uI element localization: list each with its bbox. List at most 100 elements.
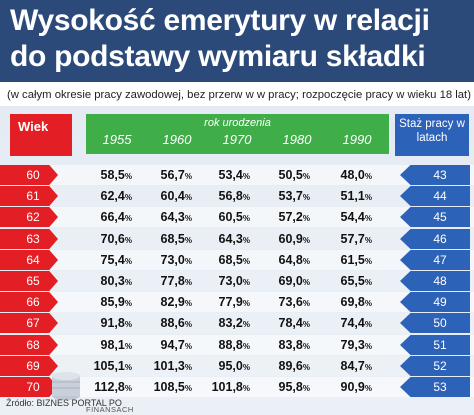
- percent-unit: %: [242, 384, 250, 393]
- percent-unit: %: [124, 257, 132, 266]
- table-row: [0, 271, 474, 291]
- percent-unit: %: [242, 299, 250, 308]
- year-label-1955: 1955: [102, 132, 132, 147]
- age-tag: [0, 271, 58, 291]
- header-staz: Staż pracy w latach: [395, 114, 469, 156]
- value-cell: 65,5%: [340, 274, 372, 288]
- staz-tag: [400, 165, 470, 185]
- percent-unit: %: [302, 363, 310, 372]
- percent-unit: %: [302, 257, 310, 266]
- age-value: 63: [26, 232, 40, 246]
- percent-unit: %: [242, 342, 250, 351]
- title-line-2: do podstawy wymiaru składki: [10, 40, 426, 73]
- percent-unit: %: [364, 172, 372, 181]
- percent-unit: %: [364, 214, 372, 223]
- percent-unit: %: [124, 299, 132, 308]
- table-row: [0, 229, 474, 249]
- year-label-1980: 1980: [282, 132, 312, 147]
- percent-unit: %: [302, 214, 310, 223]
- staz-value: 49: [433, 295, 447, 309]
- table-row: [0, 377, 474, 397]
- percent-unit: %: [184, 278, 192, 287]
- value-cell: 68,5%: [160, 232, 192, 246]
- value-cell: 79,3%: [340, 338, 372, 352]
- value-cell: 73,0%: [160, 253, 192, 267]
- staz-value: 45: [433, 210, 447, 224]
- value-cell: 69,0%: [278, 274, 310, 288]
- percent-unit: %: [184, 172, 192, 181]
- value-cell: 95,0%: [218, 359, 250, 373]
- age-value: 68: [26, 338, 40, 352]
- title-bar: Wysokość emerytury w relacji do podstawy…: [0, 0, 474, 82]
- header-birth-year: rok urodzenia 1955 1960 1970 1980 1990: [86, 114, 389, 154]
- age-tag: [0, 165, 58, 185]
- table-row: [0, 313, 474, 333]
- staz-value: 53: [433, 380, 447, 394]
- age-tag: [0, 313, 58, 333]
- value-cell: 83,8%: [278, 338, 310, 352]
- value-cell: 89,6%: [278, 359, 310, 373]
- percent-unit: %: [184, 320, 192, 329]
- staz-tag: [400, 250, 470, 270]
- staz-tag: [400, 356, 470, 376]
- value-cell: 61,5%: [340, 253, 372, 267]
- staz-value: 44: [433, 189, 447, 203]
- percent-unit: %: [184, 236, 192, 245]
- value-cell: 77,8%: [160, 274, 192, 288]
- value-cell: 85,9%: [100, 295, 132, 309]
- value-cell: 77,9%: [218, 295, 250, 309]
- age-value: 64: [26, 253, 40, 267]
- percent-unit: %: [124, 236, 132, 245]
- percent-unit: %: [184, 342, 192, 351]
- percent-unit: %: [124, 172, 132, 181]
- staz-value: 52: [433, 359, 447, 373]
- percent-unit: %: [184, 257, 192, 266]
- value-cell: 64,3%: [218, 232, 250, 246]
- percent-unit: %: [364, 193, 372, 202]
- percent-unit: %: [242, 320, 250, 329]
- value-cell: 53,4%: [218, 168, 250, 182]
- value-cell: 48,0%: [340, 168, 372, 182]
- percent-unit: %: [242, 278, 250, 287]
- value-cell: 70,6%: [100, 232, 132, 246]
- year-label-1960: 1960: [162, 132, 192, 147]
- percent-unit: %: [124, 384, 132, 393]
- value-cell: 95,8%: [278, 380, 310, 394]
- percent-unit: %: [364, 257, 372, 266]
- value-cell: 58,5%: [100, 168, 132, 182]
- staz-tag: [400, 292, 470, 312]
- percent-unit: %: [124, 320, 132, 329]
- percent-unit: %: [302, 172, 310, 181]
- percent-unit: %: [242, 236, 250, 245]
- table-row: [0, 356, 474, 376]
- percent-unit: %: [124, 214, 132, 223]
- staz-tag: [400, 335, 470, 355]
- percent-unit: %: [124, 193, 132, 202]
- percent-unit: %: [184, 299, 192, 308]
- value-cell: 94,7%: [160, 338, 192, 352]
- age-value: 66: [26, 295, 40, 309]
- percent-unit: %: [242, 193, 250, 202]
- table-row: [0, 165, 474, 185]
- value-cell: 66,4%: [100, 210, 132, 224]
- footer-source: Źródło: BIZNES PORTAL PO: [6, 398, 122, 408]
- table-row: [0, 292, 474, 312]
- value-cell: 56,8%: [218, 189, 250, 203]
- value-cell: 101,8%: [211, 380, 250, 394]
- value-cell: 101,3%: [153, 359, 192, 373]
- percent-unit: %: [302, 342, 310, 351]
- value-cell: 88,8%: [218, 338, 250, 352]
- value-cell: 68,5%: [218, 253, 250, 267]
- age-value: 61: [26, 189, 40, 203]
- age-tag: [0, 356, 58, 376]
- value-cell: 82,9%: [160, 295, 192, 309]
- staz-tag: [400, 229, 470, 249]
- staz-tag: [400, 186, 470, 206]
- value-cell: 88,6%: [160, 316, 192, 330]
- percent-unit: %: [184, 363, 192, 372]
- footer-brand: FINANSACH: [86, 405, 134, 414]
- age-value: 65: [26, 274, 40, 288]
- percent-unit: %: [364, 299, 372, 308]
- value-cell: 57,2%: [278, 210, 310, 224]
- title-line-1: Wysokość emerytury w relacji: [10, 4, 430, 37]
